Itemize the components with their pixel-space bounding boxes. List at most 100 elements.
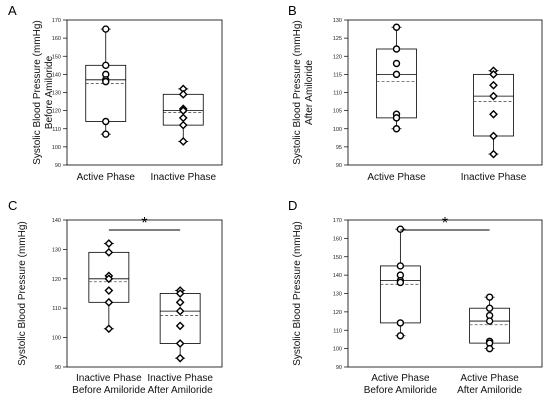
data-point	[392, 125, 401, 133]
data-point	[175, 306, 185, 316]
y-tick-label: 150	[333, 255, 342, 261]
y-tick-label: 100	[52, 336, 61, 342]
y-tick-label: 130	[52, 247, 61, 253]
data-point	[489, 80, 498, 90]
panel-label: D	[288, 198, 297, 213]
y-tick-label: 170	[333, 218, 342, 224]
y-tick-label: 140	[52, 218, 61, 224]
panel-d: D 90 100 110 120 130 140 150 160 170 Systolic Bloo…	[288, 198, 543, 396]
y-tick-label: 110	[52, 306, 61, 312]
y-tick-label: 170	[52, 18, 61, 24]
category-label: Active Phase After Amiloride	[457, 373, 522, 396]
y-tick-label: 120	[333, 54, 342, 60]
box-group	[469, 293, 511, 353]
box-group	[162, 84, 204, 146]
data-point	[104, 297, 114, 307]
data-point	[485, 317, 494, 325]
data-point	[102, 77, 110, 86]
y-tick-label: 90	[336, 163, 342, 169]
data-point	[396, 319, 405, 327]
y-tick-label: 130	[333, 18, 342, 24]
y-tick-label: 125	[333, 36, 342, 42]
data-point	[489, 109, 498, 119]
category-label: Active Phase Before Amiloride	[364, 373, 438, 396]
box-group	[85, 25, 127, 138]
data-point	[102, 117, 110, 126]
data-point	[102, 61, 110, 70]
y-tick-label: 105	[333, 109, 342, 115]
y-tick-label: 100	[52, 145, 61, 151]
plot-frame	[347, 219, 543, 368]
data-point	[392, 70, 401, 79]
y-tick-label: 120	[52, 277, 61, 283]
category-label: Active Phase	[77, 172, 136, 183]
data-point	[485, 344, 494, 353]
panel-label: C	[8, 198, 17, 213]
y-tick-label: 90	[336, 365, 342, 371]
panel-c: C 90 100 110 120 130 140 Systolic Blood Pressur…	[8, 198, 223, 396]
y-tick-label: 90	[55, 365, 61, 371]
box-group	[473, 66, 514, 159]
box-group	[159, 286, 201, 363]
y-tick-label: 120	[52, 109, 61, 115]
category-label: Inactive Phase	[150, 172, 216, 183]
data-point	[485, 304, 494, 312]
data-point	[104, 239, 114, 248]
y-axis-label: Systolic Blood Pressure (mmHg)	[17, 221, 28, 365]
data-point	[489, 149, 498, 159]
y-tick-label: 110	[52, 127, 61, 133]
data-point	[396, 262, 405, 270]
y-tick-label: 100	[333, 347, 342, 353]
y-tick-label: 110	[333, 91, 342, 97]
y-tick-label: 130	[333, 292, 342, 298]
data-point	[102, 25, 110, 33]
y-tick-label: 140	[52, 72, 61, 78]
data-point	[392, 114, 401, 122]
data-point	[178, 137, 188, 146]
data-point	[489, 69, 498, 79]
data-point	[104, 286, 114, 295]
data-point	[175, 321, 185, 331]
data-point	[396, 278, 405, 287]
y-axis-label: Systolic Blood Pressure (mmHg)After Amil…	[292, 20, 315, 164]
data-point	[489, 91, 498, 101]
data-point	[175, 353, 185, 363]
data-point	[102, 130, 110, 138]
data-point	[392, 59, 401, 68]
y-tick-label: 140	[333, 273, 342, 279]
data-point	[396, 225, 405, 233]
data-point	[104, 247, 114, 257]
data-point	[396, 332, 405, 340]
y-tick-label: 95	[336, 145, 342, 151]
data-point	[485, 293, 494, 301]
y-tick-label: 115	[333, 72, 342, 78]
y-axis-label: Systolic Blood Pressure (mmHg)	[292, 221, 303, 365]
data-point	[392, 45, 401, 53]
panel-label: A	[8, 3, 17, 18]
panel-label: B	[288, 3, 297, 18]
y-tick-label: 130	[52, 91, 61, 97]
y-tick-label: 100	[333, 127, 342, 133]
category-label: Inactive Phase After Amiloride	[147, 373, 213, 396]
data-point	[392, 23, 401, 31]
box-group	[88, 239, 130, 334]
data-point	[175, 339, 185, 348]
plot-frame	[66, 219, 223, 368]
category-label: Inactive Phase Before Amiloride	[72, 373, 146, 396]
category-label: Active Phase	[367, 172, 426, 183]
data-point	[175, 289, 185, 298]
data-point	[104, 324, 114, 334]
box-group	[379, 225, 421, 340]
panel-b: B 90 95 100 105 110 115 120 125 130 Systolic Blood…	[288, 3, 543, 183]
box-group	[376, 23, 417, 133]
y-tick-label: 90	[55, 163, 61, 169]
data-point	[489, 131, 498, 141]
data-point	[175, 297, 185, 307]
y-tick-label: 160	[333, 236, 342, 242]
y-tick-label: 160	[52, 36, 61, 42]
y-axis-label: Systolic Blood Pressure (mmHg)Before Ami…	[32, 20, 55, 164]
y-tick-label: 110	[333, 328, 342, 334]
data-point	[178, 120, 188, 130]
